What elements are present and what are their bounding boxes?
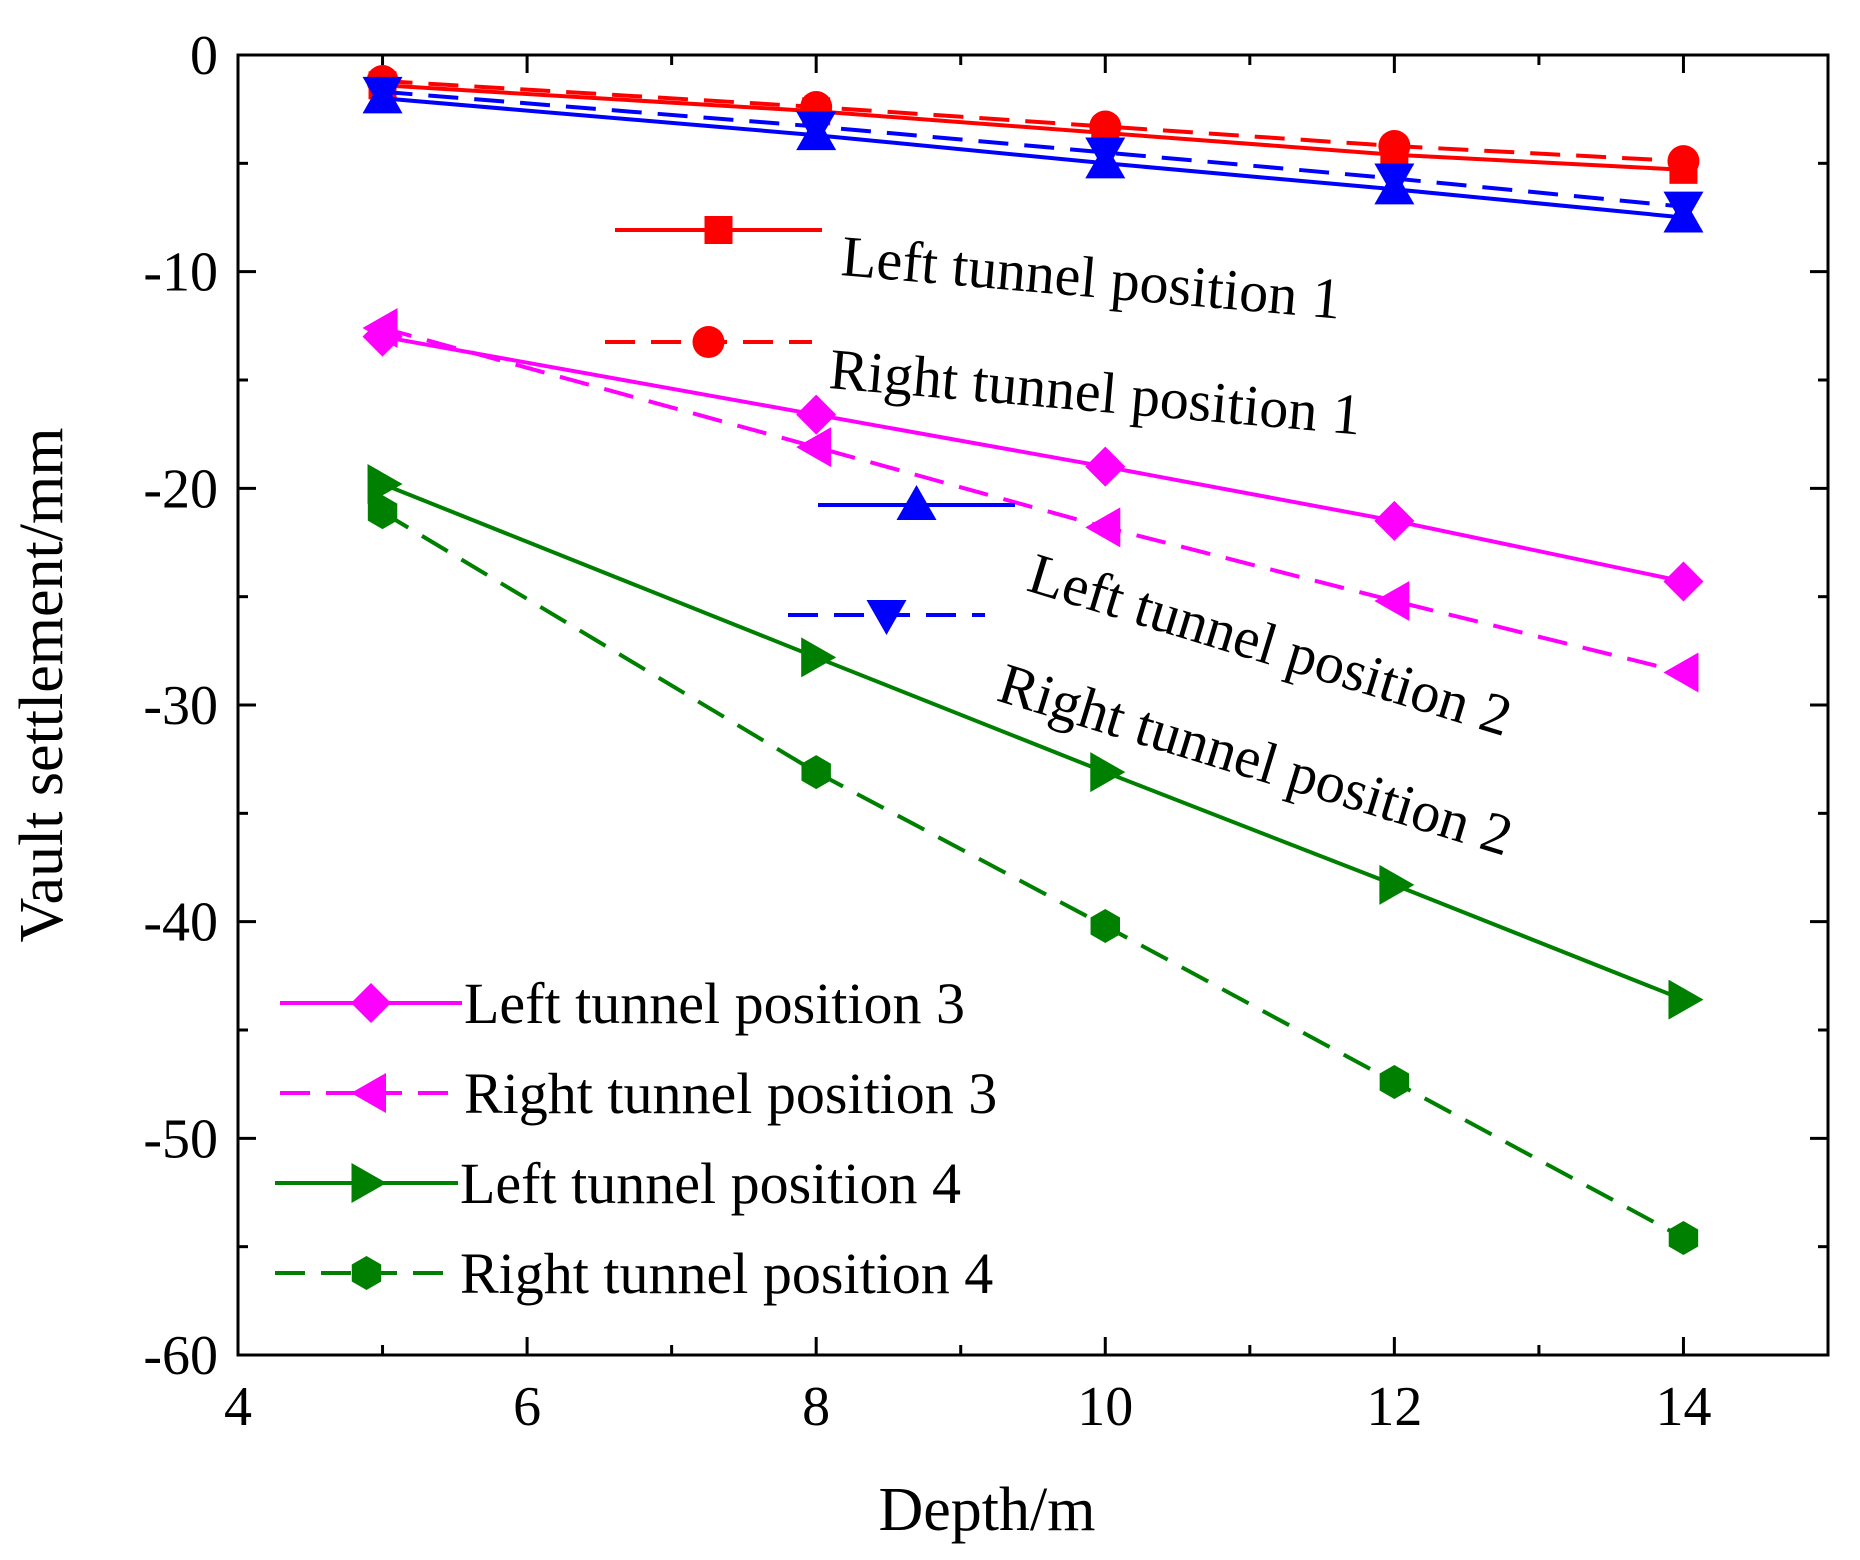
data-point	[367, 464, 403, 504]
data-point	[1378, 130, 1411, 162]
legend-swatch-marker	[704, 216, 733, 244]
y-tick-label: 0	[190, 25, 218, 87]
legend-item-5: Left tunnel position 3	[280, 971, 965, 1036]
data-point	[1663, 561, 1704, 602]
y-tick-label: -40	[143, 892, 218, 954]
y-tick-label: -10	[143, 242, 218, 304]
data-point	[1090, 752, 1126, 793]
legend-item-1: Left tunnel position 1	[615, 216, 1344, 332]
series-line	[382, 79, 1684, 164]
data-point	[796, 394, 837, 435]
data-point	[1667, 145, 1700, 178]
series-1	[368, 71, 1698, 184]
x-tick-label: 12	[1366, 1376, 1422, 1438]
y-tick-label: -60	[143, 1325, 218, 1387]
series-layer	[362, 65, 1704, 1255]
series-7	[367, 464, 1704, 1020]
data-point	[1089, 110, 1122, 143]
legend-swatch-marker	[351, 983, 391, 1023]
series-6	[362, 308, 1699, 693]
y-tick-label: -50	[143, 1108, 218, 1170]
legend-label: Left tunnel position 3	[464, 971, 965, 1036]
x-tick-label: 4	[224, 1376, 252, 1438]
legend-item-2: Right tunnel position 1	[605, 326, 1364, 447]
legend-label: Right tunnel position 4	[460, 1241, 993, 1306]
data-point	[1374, 500, 1415, 541]
data-point	[1090, 909, 1120, 943]
data-point	[1668, 1221, 1699, 1255]
legend-swatch-marker	[692, 326, 725, 358]
legend-swatch-marker	[351, 1163, 387, 1203]
series-line	[382, 89, 1684, 209]
data-point	[1663, 652, 1699, 693]
data-point	[1379, 1065, 1410, 1099]
data-point	[362, 308, 398, 348]
data-point	[1668, 979, 1704, 1020]
series-line	[381, 510, 1685, 1240]
data-point	[796, 427, 832, 468]
series-4	[362, 76, 1704, 227]
data-point	[367, 495, 398, 530]
x-tick-label: 8	[802, 1376, 830, 1438]
data-point	[1085, 507, 1121, 548]
series-8	[367, 495, 1699, 1255]
legend-swatch-marker	[351, 1073, 386, 1113]
data-point	[796, 111, 837, 147]
data-point	[1374, 581, 1410, 621]
legend-swatch-marker	[351, 1256, 382, 1290]
x-axis-title: Depth/m	[879, 1476, 1096, 1544]
series-3	[362, 78, 1704, 233]
x-tick-label: 6	[513, 1376, 541, 1438]
legend-item-6: Right tunnel position 3	[280, 1061, 997, 1126]
data-point	[362, 76, 403, 112]
legend-item-8: Right tunnel position 4	[275, 1241, 993, 1306]
x-tick-label: 10	[1077, 1376, 1133, 1438]
data-point	[801, 637, 837, 678]
y-axis-title: Vault settlement/mm	[8, 428, 76, 943]
data-point	[1085, 446, 1126, 487]
legend-label: Left tunnel position 4	[460, 1151, 961, 1216]
data-point	[1379, 864, 1415, 905]
legend-swatch-marker	[866, 600, 907, 635]
data-point	[1663, 191, 1704, 227]
legend-item-7: Left tunnel position 4	[275, 1151, 961, 1216]
data-point	[1374, 163, 1415, 199]
x-tick-label: 14	[1655, 1376, 1711, 1438]
data-point	[801, 755, 831, 790]
legend-label: Left tunnel position 1	[839, 223, 1344, 331]
legend-swatch-marker	[896, 485, 937, 520]
axes: 4 6 8 10 12 14 0 -10 -20 -30 -40 -50 -60	[143, 25, 1830, 1438]
y-tick-label: -20	[143, 458, 218, 520]
legend-label: Right tunnel position 3	[464, 1061, 997, 1126]
y-tick-label: -30	[143, 675, 218, 737]
data-point	[1085, 137, 1126, 173]
